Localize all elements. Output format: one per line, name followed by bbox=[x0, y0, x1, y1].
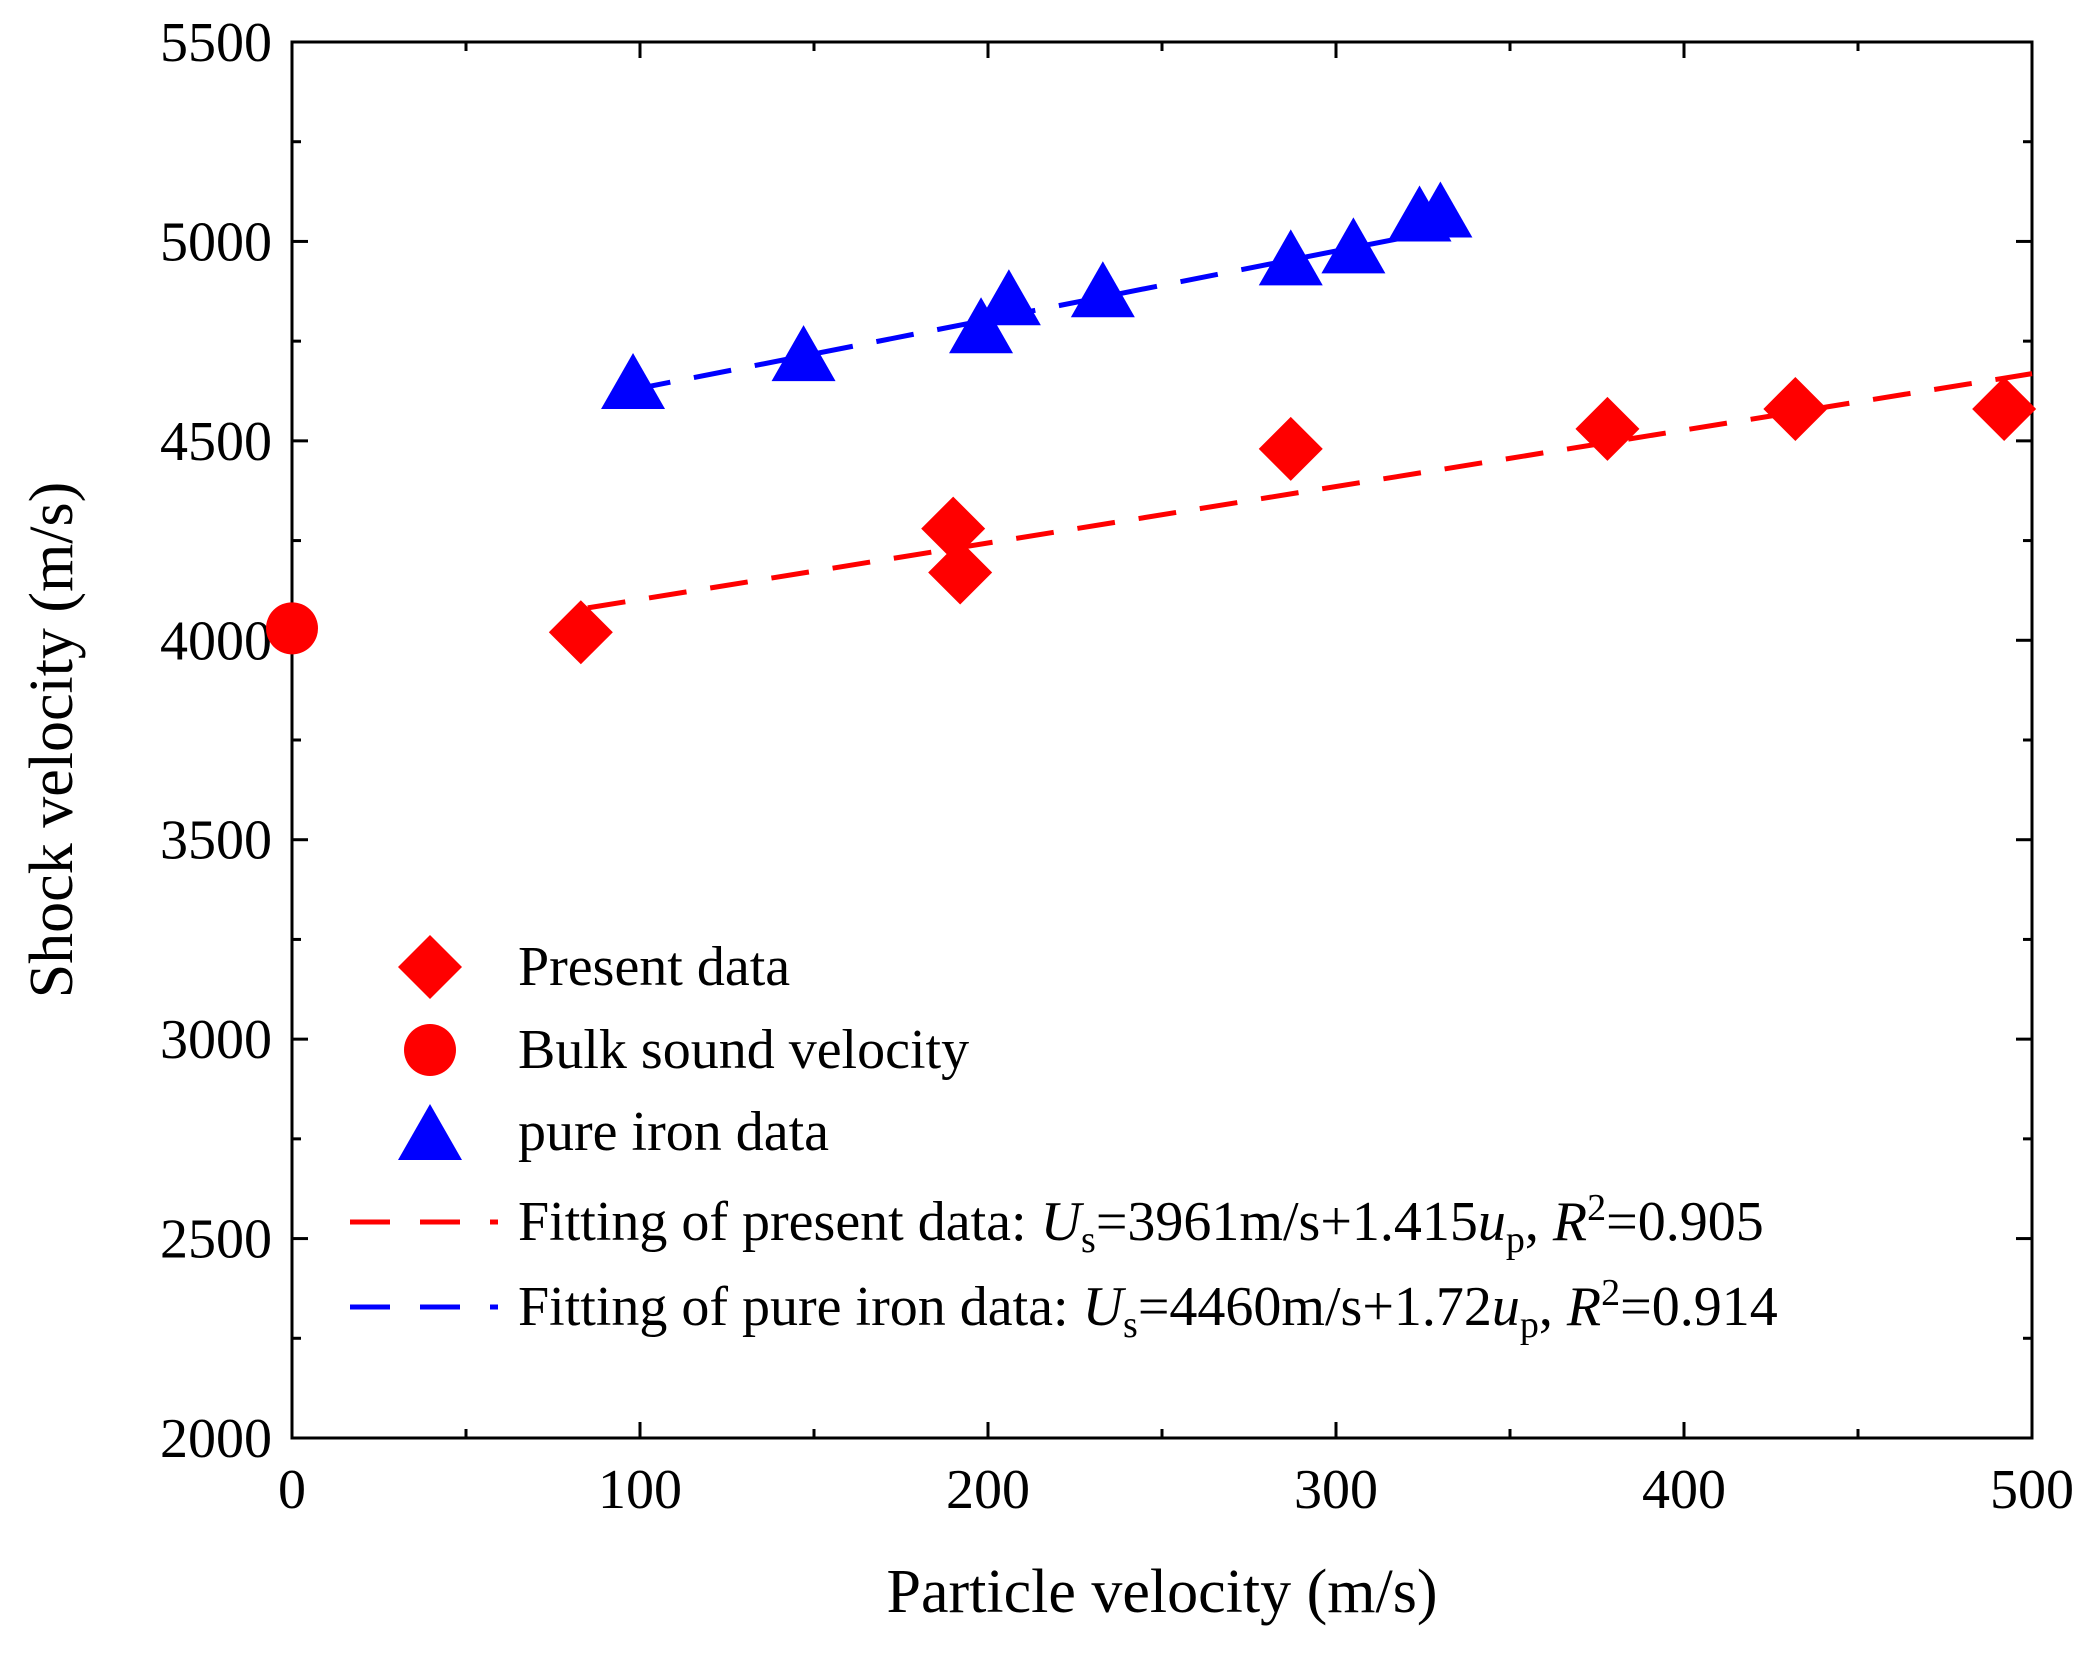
legend-fit-text-part: R bbox=[1566, 1276, 1601, 1338]
legend-fit-text-part: R bbox=[1552, 1191, 1587, 1253]
series-1-point bbox=[266, 602, 318, 655]
x-tick-label: 500 bbox=[1990, 1459, 2074, 1521]
legend-fit-text-part: =3961m/s+1.415 bbox=[1096, 1191, 1478, 1253]
legend-fit-text-part: u bbox=[1492, 1276, 1520, 1338]
legend-fit-text-part: p bbox=[1506, 1219, 1525, 1261]
legend-label-2: pure iron data bbox=[518, 1101, 829, 1163]
series-2-point bbox=[1408, 181, 1473, 238]
legend-fit-text-part: s bbox=[1123, 1304, 1138, 1346]
y-tick-label: 4500 bbox=[160, 411, 272, 473]
y-tick-label: 2500 bbox=[160, 1209, 272, 1271]
axes: 0 100 200 300 400 500 2000 2500 3000 3500 4000 4500… bbox=[18, 12, 2074, 1626]
legend-marker-1 bbox=[404, 1024, 456, 1076]
series-0-point bbox=[1575, 396, 1640, 461]
legend-fit-text-part: , bbox=[1539, 1276, 1567, 1338]
series-0-point bbox=[928, 540, 993, 605]
y-axis-title: Shock velocity (m/s) bbox=[18, 482, 86, 999]
legend-fit-text-part: : bbox=[1011, 1191, 1041, 1253]
legend-marker-2 bbox=[398, 1104, 462, 1160]
legend-fit-text-part: =4460m/s+1.72 bbox=[1138, 1276, 1492, 1338]
series-0-point bbox=[921, 496, 986, 561]
series-2-point bbox=[976, 269, 1041, 326]
legend-fit-text-part: =0.914 bbox=[1620, 1276, 1778, 1338]
legend-fit-text-part: u bbox=[1478, 1191, 1506, 1253]
series-2-point bbox=[601, 353, 666, 410]
legend-fit-text-part: U bbox=[1041, 1191, 1085, 1253]
y-tick-label: 4000 bbox=[160, 610, 272, 672]
legend-fit-text-part: Fitting of present data bbox=[518, 1191, 1011, 1253]
y-tick-label: 5500 bbox=[160, 12, 272, 74]
legend-fit-text-part: p bbox=[1520, 1304, 1539, 1346]
series-0-point bbox=[1763, 376, 1828, 441]
x-tick-label: 100 bbox=[598, 1459, 682, 1521]
y-tick-label: 2000 bbox=[160, 1408, 272, 1470]
series-0-point bbox=[1258, 416, 1323, 481]
series-2-point bbox=[1070, 261, 1135, 318]
x-tick-label: 200 bbox=[946, 1459, 1030, 1521]
x-axis-title: Particle velocity (m/s) bbox=[887, 1558, 1438, 1626]
x-tick-label: 0 bbox=[278, 1459, 306, 1521]
legend-label-0: Present data bbox=[518, 936, 790, 998]
legend-fit-text-part: U bbox=[1083, 1276, 1127, 1338]
y-tick-label: 5000 bbox=[160, 211, 272, 273]
legend-fit-text-part: 2 bbox=[1587, 1187, 1606, 1229]
series-0-point bbox=[1972, 376, 2037, 441]
x-tick-label: 400 bbox=[1642, 1459, 1726, 1521]
legend-fit-text-part: s bbox=[1081, 1219, 1096, 1261]
y-tick-label: 3500 bbox=[160, 810, 272, 872]
series-2-point bbox=[771, 325, 836, 382]
series-2-point bbox=[1321, 217, 1386, 274]
legend-label-1: Bulk sound velocity bbox=[518, 1019, 969, 1081]
series-2-point bbox=[1258, 229, 1323, 286]
legend-label-fit-0: Fitting of present data: Us=3961m/s+1.41… bbox=[518, 1187, 1764, 1261]
x-tick-label: 300 bbox=[1294, 1459, 1378, 1521]
series-0-point bbox=[548, 600, 613, 665]
legend-fit-text-part: Fitting of pure iron data bbox=[518, 1276, 1053, 1338]
data-markers bbox=[266, 181, 2037, 665]
legend-fit-text-part: , bbox=[1525, 1191, 1553, 1253]
legend: Present data Bulk sound velocity pure iron… bbox=[350, 935, 1778, 1346]
legend-label-fit-1: Fitting of pure iron data: Us=4460m/s+1.… bbox=[518, 1272, 1778, 1346]
fit-line-1 bbox=[632, 227, 1441, 393]
legend-marker-0 bbox=[398, 935, 462, 999]
y-tick-label: 3000 bbox=[160, 1009, 272, 1071]
legend-fit-text-part: : bbox=[1053, 1276, 1083, 1338]
legend-fit-text-part: 2 bbox=[1601, 1272, 1620, 1314]
legend-fit-text-part: =0.905 bbox=[1606, 1191, 1764, 1253]
